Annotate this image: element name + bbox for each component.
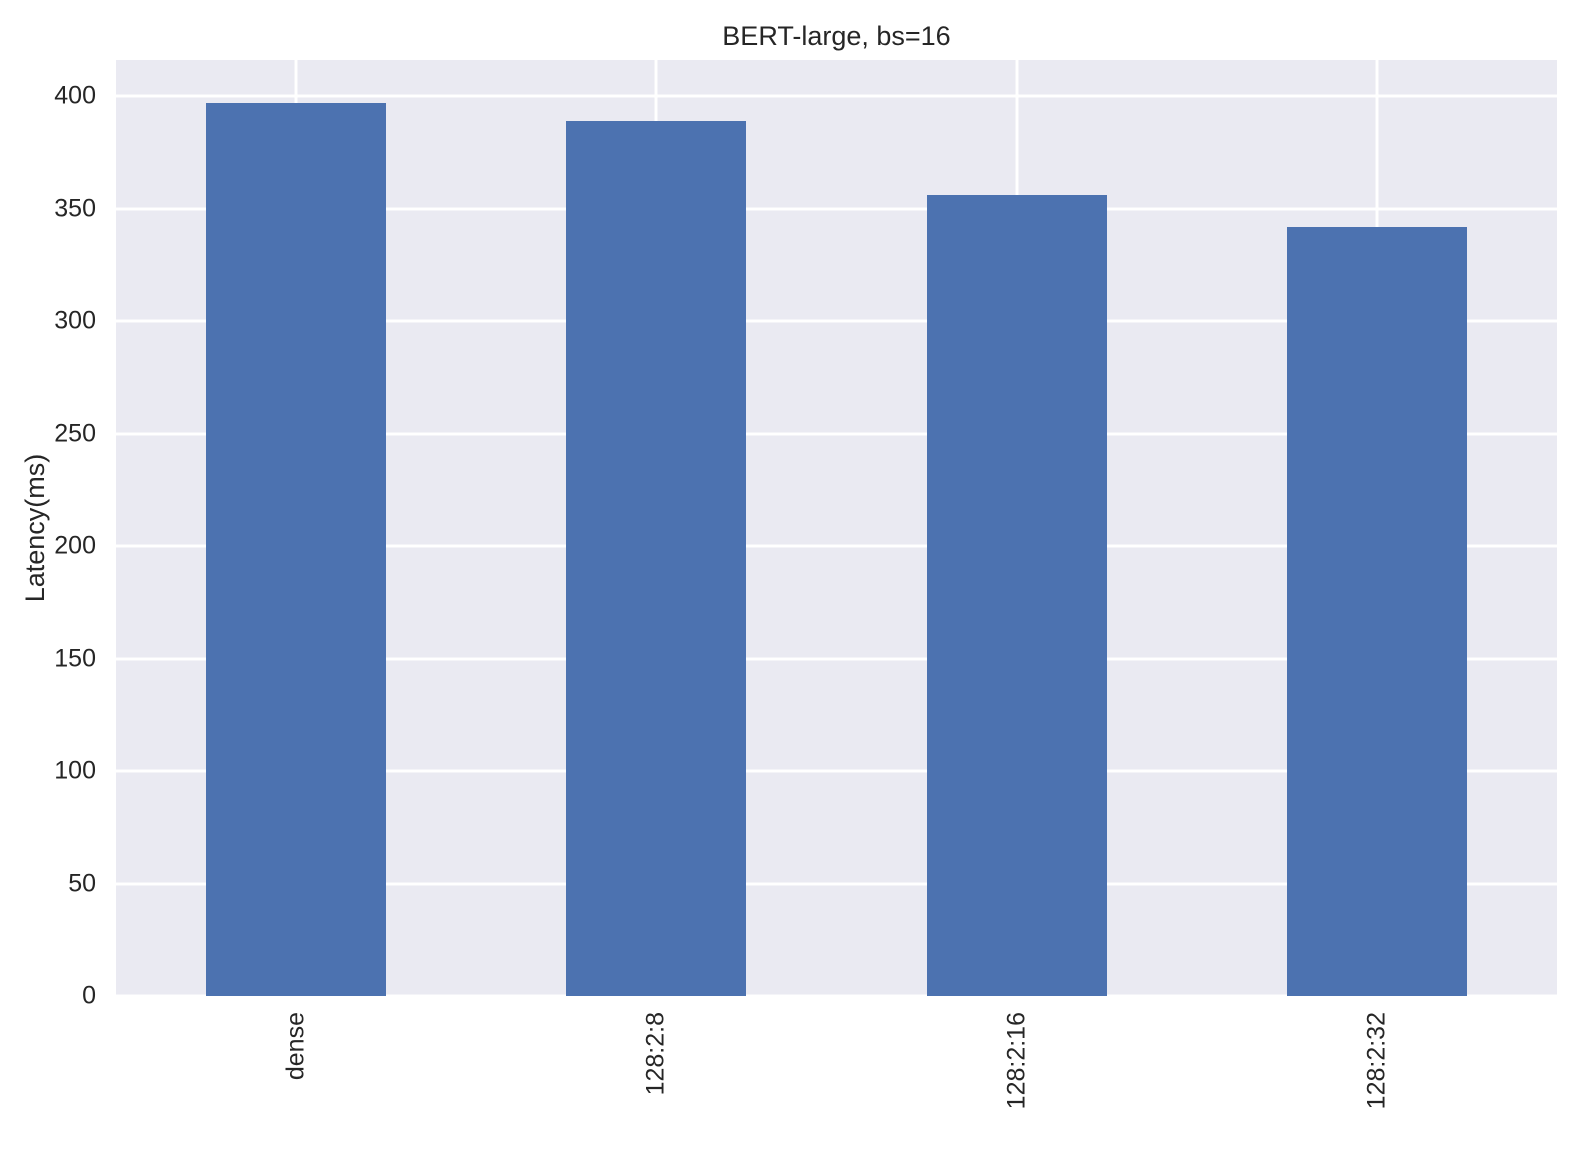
gridline-horizontal [116, 657, 1557, 660]
gridline-horizontal [116, 994, 1557, 998]
bar-128:2:32 [1286, 226, 1467, 996]
y-tick-label: 250 [54, 419, 96, 447]
y-tick-label: 300 [54, 306, 96, 335]
y-tick-label: 350 [54, 194, 96, 222]
gridline-horizontal [116, 544, 1557, 548]
y-tick-label: 0 [82, 981, 96, 1010]
gridline-horizontal [116, 94, 1557, 98]
y-tick-label: 150 [54, 644, 96, 672]
y-tick-label: 50 [68, 869, 96, 897]
gridline-horizontal [116, 319, 1557, 323]
bar-128:2:8 [566, 120, 747, 996]
bar-dense [206, 102, 387, 996]
gridline-horizontal [116, 769, 1557, 773]
plot-area: 0 50 100 150 200 250 300 350 400 dense 128:2:8 128:… [54, 60, 1557, 1109]
bar-128:2:16 [926, 195, 1107, 996]
y-tick-label: 400 [54, 81, 96, 110]
x-tick-label: 128:2:8 [642, 1012, 670, 1096]
gridline-horizontal [116, 432, 1557, 435]
gridline-horizontal [116, 207, 1557, 210]
y-tick-label: 100 [54, 756, 96, 785]
x-tick-label: dense [281, 1012, 310, 1081]
y-axis-label: Latency(ms) [20, 453, 50, 603]
gridline-horizontal [116, 882, 1557, 885]
chart-title: BERT-large, bs=16 [722, 21, 951, 51]
y-tick-label: 200 [54, 531, 96, 560]
x-tick-label: 128:2:16 [1002, 1012, 1031, 1110]
x-tick-label: 128:2:32 [1362, 1012, 1391, 1110]
